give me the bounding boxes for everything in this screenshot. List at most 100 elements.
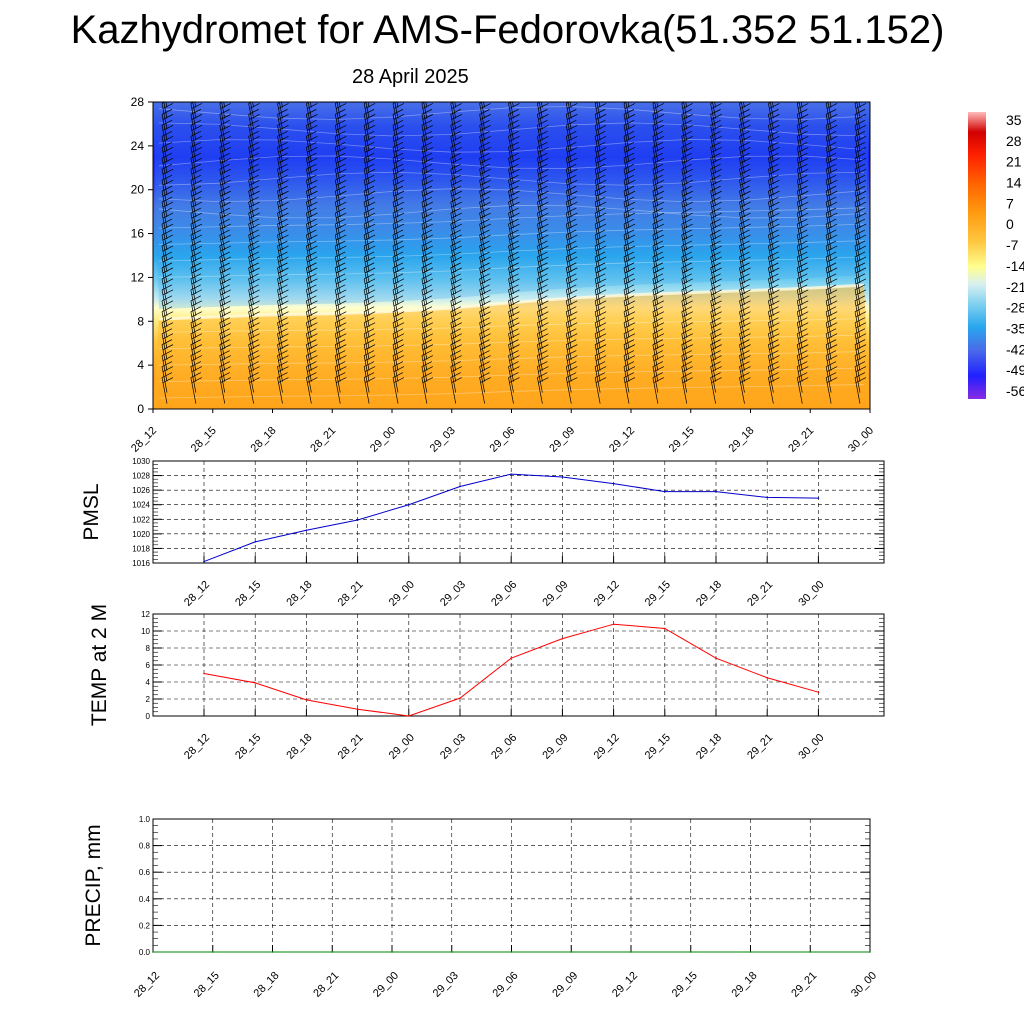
wind-barb-staff <box>537 212 543 240</box>
wind-barb-staff <box>825 355 832 382</box>
wind-barb-staff <box>825 267 832 294</box>
wind-barb-staff <box>392 234 399 262</box>
wind-barb-staff <box>768 267 774 294</box>
wind-barb-staff <box>623 234 630 262</box>
wind-barb-staff <box>508 136 514 163</box>
wind-barb-staff <box>537 289 543 316</box>
wind-barb-staff <box>827 102 832 119</box>
wind-barb-staff <box>190 344 197 371</box>
wind-barb-staff <box>796 267 803 294</box>
wind-barb-staff <box>710 289 716 316</box>
wind-barb-staff <box>161 234 168 262</box>
wind-barb-staff <box>392 300 399 327</box>
wind-barb-staff <box>768 147 774 174</box>
wind-barb-flag <box>856 81 866 86</box>
wind-barb-staff <box>421 366 428 393</box>
data-point <box>459 697 461 699</box>
wind-barb-staff <box>739 333 745 360</box>
wind-barb-staff <box>710 103 716 130</box>
wind-barb-staff <box>392 191 399 218</box>
wind-barb-staff <box>425 102 428 108</box>
wind-barb-staff <box>854 191 861 218</box>
wind-barb-staff <box>277 267 283 294</box>
wind-barb-flag <box>856 92 866 97</box>
wind-barb-staff <box>306 377 312 404</box>
wind-barb-staff <box>594 245 601 273</box>
wind-barb-staff <box>596 102 601 119</box>
wind-barb-staff <box>219 322 226 349</box>
wind-barb-staff <box>537 300 543 327</box>
wind-barb-staff <box>768 256 774 283</box>
wind-barb-staff <box>739 322 745 349</box>
wind-barb-staff <box>710 245 716 273</box>
wind-barb-staff <box>537 344 543 371</box>
wind-barb-staff <box>623 202 630 229</box>
wind-barb-staff <box>768 158 774 185</box>
wind-barb-staff <box>161 355 168 382</box>
wind-barb-staff <box>825 202 832 229</box>
wind-barb-staff <box>250 102 254 119</box>
wind-barb-staff <box>652 125 659 152</box>
wind-barb-staff <box>421 245 428 273</box>
data-point <box>510 951 513 953</box>
wind-barb-staff <box>392 333 399 360</box>
wind-barb-flag <box>393 76 403 81</box>
data-point <box>630 951 632 953</box>
wind-barb-flag <box>279 92 289 97</box>
wind-barb-staff <box>681 103 688 130</box>
wind-barb-staff <box>739 125 745 152</box>
temp-panel: 0 2 4 6 8 10 12 28_12 28_15 28_18 28_21 29_00 29_03 2… <box>88 604 885 762</box>
wind-barb-staff <box>450 114 457 141</box>
wind-barb-staff <box>336 102 341 119</box>
wind-barb-staff <box>334 344 341 371</box>
wind-barb-flag <box>451 87 461 92</box>
wind-barb-staff <box>652 212 659 240</box>
wind-barb-staff <box>363 245 370 273</box>
wind-barb-staff <box>190 333 197 360</box>
y-tick-label: 1024 <box>132 501 150 510</box>
wind-barb-staff <box>710 212 716 240</box>
wind-barb-flag <box>221 92 231 97</box>
wind-barb-flag <box>307 92 317 97</box>
wind-barbs <box>161 76 867 404</box>
wind-barb-staff <box>161 344 168 371</box>
wind-barb-staff <box>363 147 370 174</box>
y-tick-label: 1016 <box>132 559 150 568</box>
wind-barb-staff <box>798 102 803 119</box>
wind-barb-staff <box>219 300 226 327</box>
wind-barb-staff <box>537 103 543 130</box>
wind-barb-staff <box>363 212 370 240</box>
wind-barb-staff <box>190 267 197 294</box>
y-tick-label: 8 <box>137 314 144 328</box>
wind-barb-staff <box>306 256 312 283</box>
wind-barb-flag <box>653 76 663 81</box>
wind-barb-staff <box>768 245 774 273</box>
y-tick-label: 1022 <box>132 515 150 524</box>
wind-barb-staff <box>363 278 370 305</box>
wind-barb-staff <box>854 333 861 360</box>
wind-barb-staff <box>739 147 745 174</box>
wind-barb-staff <box>219 136 226 163</box>
data-point <box>612 623 615 625</box>
wind-barb-staff <box>710 234 716 262</box>
wind-barb-staff <box>334 256 341 283</box>
wind-barb-staff <box>656 102 659 108</box>
wind-barb-flag <box>306 76 316 81</box>
wind-barb-staff <box>450 245 457 273</box>
isotherm-line <box>158 171 865 186</box>
chart-title: Kazhydromet for AMS-Fedorovka(51.352 51.… <box>70 8 945 52</box>
wind-barb-staff <box>421 311 428 338</box>
x-tick-label: 29_09 <box>540 732 570 762</box>
wind-barb-staff <box>190 103 197 130</box>
wind-barb-staff <box>190 136 197 163</box>
y-tick-label: 1026 <box>132 486 150 495</box>
wind-barb-staff <box>768 344 774 371</box>
y-tick-label: 1.0 <box>139 815 151 824</box>
wind-barb-staff <box>739 202 745 229</box>
wind-barb-staff <box>421 333 428 360</box>
x-tick-label: 29_00 <box>387 579 417 609</box>
wind-barb-staff <box>537 366 543 393</box>
wind-barb-staff <box>739 311 745 338</box>
wind-barb-staff <box>508 234 514 262</box>
wind-barb-staff <box>392 180 399 207</box>
